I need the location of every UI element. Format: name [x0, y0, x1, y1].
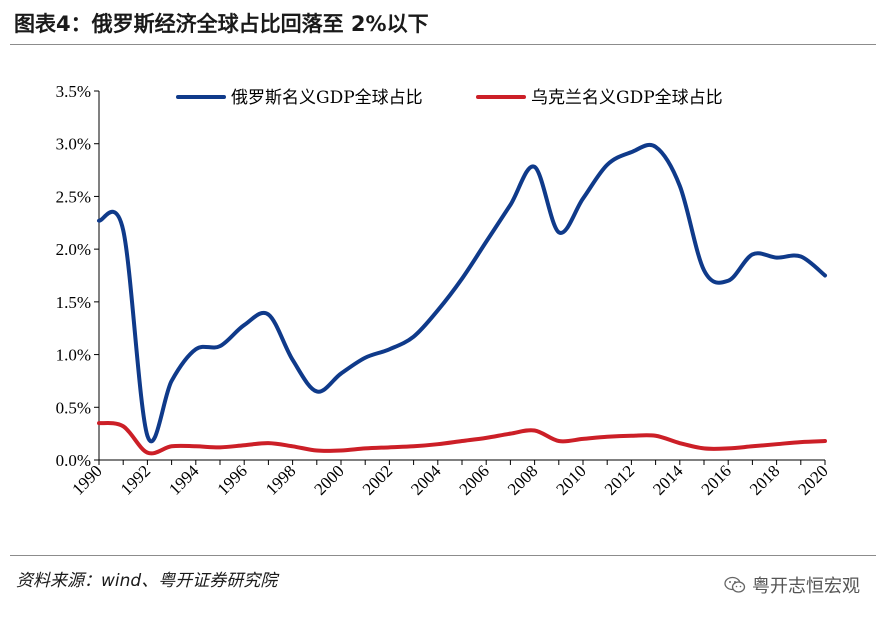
- x-tick-label: 1994: [165, 461, 203, 499]
- x-tick-labels: 1990 1992 1994 1996 1998 2000 2002 2004 2006 2008…: [68, 461, 831, 499]
- y-tick-label: 1.0%: [56, 346, 91, 365]
- watermark-text: 粤开志恒宏观: [752, 576, 860, 597]
- x-tick-label: 1996: [214, 461, 251, 498]
- x-tick-label: 2006: [456, 461, 493, 498]
- x-tick-label: 2012: [601, 461, 638, 498]
- y-tick-label: 3.5%: [56, 82, 91, 101]
- axes: [94, 90, 826, 465]
- y-tick-label: 2.5%: [56, 187, 91, 206]
- legend-label: 俄罗斯名义GDP全球占比: [231, 88, 423, 108]
- y-tick-label: 1.5%: [56, 293, 91, 312]
- top-divider: [10, 44, 876, 45]
- x-tick-label: 1998: [262, 461, 299, 498]
- series-lines: [97, 142, 827, 456]
- x-tick-label: 2020: [794, 461, 831, 498]
- x-tick-label: 2016: [698, 461, 735, 498]
- legend-label: 乌克兰名义GDP全球占比: [531, 88, 723, 108]
- x-tick-label: 2002: [359, 461, 396, 498]
- russia-line: [97, 142, 827, 444]
- wechat-icon: [724, 576, 746, 593]
- y-tick-label: 0.5%: [56, 398, 91, 417]
- y-tick-labels: 0.0% 0.5% 1.0% 1.5% 2.0% 2.5% 3.0% 3.5%: [56, 82, 91, 470]
- x-tick-label: 2014: [649, 461, 687, 499]
- legend: 俄罗斯名义GDP全球占比 乌克兰名义GDP全球占比: [176, 88, 723, 108]
- ukraine-line: [97, 421, 827, 456]
- watermark: 粤开志恒宏观: [724, 572, 860, 598]
- x-tick-label: 2000: [310, 461, 347, 498]
- bottom-divider: [10, 555, 876, 556]
- y-tick-label: 0.0%: [56, 451, 91, 470]
- x-tick-label: 2018: [746, 461, 783, 498]
- x-tick-label: 1992: [117, 461, 154, 498]
- x-tick-label: 2008: [504, 461, 541, 498]
- x-tick-label: 2004: [407, 461, 445, 499]
- y-tick-label: 3.0%: [56, 135, 91, 154]
- chart-title: 图表4：俄罗斯经济全球占比回落至 2%以下: [14, 12, 429, 36]
- source-note: 资料来源：wind、粤开证券研究院: [16, 571, 278, 591]
- x-tick-label: 2010: [552, 461, 589, 498]
- y-tick-label: 2.0%: [56, 240, 91, 259]
